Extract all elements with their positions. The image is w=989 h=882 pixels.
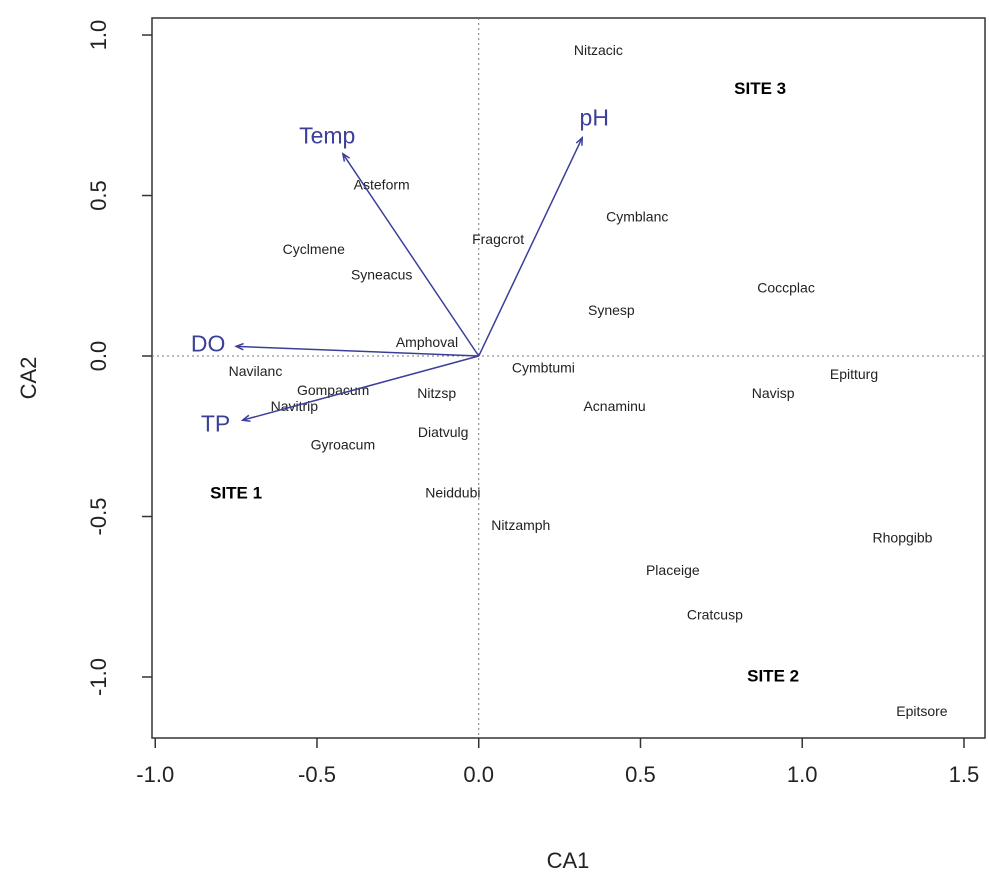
arrow-head	[575, 135, 584, 146]
species-label: Epitsore	[896, 703, 948, 719]
species-label: Cymbtumi	[512, 360, 575, 376]
species-label: Placeige	[646, 562, 700, 578]
species-label: Epitturg	[830, 366, 878, 382]
arrow-head	[240, 414, 251, 423]
species-label: Asteform	[354, 177, 410, 193]
site-label: SITE 2	[747, 666, 799, 685]
species-label: Navisp	[752, 385, 795, 401]
species-label: Coccplac	[757, 279, 815, 295]
species-label: Neiddubi	[425, 485, 480, 501]
x-tick-label: -1.0	[136, 762, 174, 787]
plot-frame	[151, 17, 986, 739]
species-label: Amphoval	[396, 334, 458, 350]
arrow-label: TP	[201, 411, 230, 437]
species-label: Nitzsp	[417, 385, 456, 401]
arrow-label: pH	[580, 105, 609, 131]
species-label: Gyroacum	[311, 437, 376, 453]
y-tick-label: 0.5	[86, 180, 111, 211]
arrow-label: DO	[191, 331, 226, 357]
species-label: Navilanc	[229, 363, 283, 379]
y-tick-label: -0.5	[86, 498, 111, 536]
arrow	[478, 137, 583, 357]
species-label: Cratcusp	[687, 607, 743, 623]
arrow	[242, 355, 479, 421]
species-label: Gompacum	[297, 382, 369, 398]
y-axis-label: CA2	[16, 357, 41, 400]
x-axis-label: CA1	[547, 848, 590, 873]
species-label: Syneacus	[351, 266, 412, 282]
species-label: Cymblanc	[606, 209, 668, 225]
site-label: SITE 1	[210, 484, 262, 503]
species-label: Synesp	[588, 302, 635, 318]
species-label: Nitzacic	[574, 42, 623, 58]
site-label: SITE 3	[734, 79, 786, 98]
x-tick-label: 1.0	[787, 762, 818, 787]
arrow-label: Temp	[299, 122, 355, 148]
x-tick-label: -0.5	[298, 762, 336, 787]
x-tick-label: 0.5	[625, 762, 656, 787]
arrow-head	[341, 152, 350, 162]
species-label: Diatvulg	[418, 424, 469, 440]
arrow	[342, 153, 480, 357]
species-label: Nitzamph	[491, 517, 550, 533]
species-label: Acnaminu	[583, 398, 645, 414]
species-label: Cyclmene	[283, 241, 345, 257]
y-tick-label: 1.0	[86, 20, 111, 51]
species-label: Rhopgibb	[873, 530, 933, 546]
arrow-head	[234, 342, 244, 351]
x-tick-label: 0.0	[463, 762, 494, 787]
x-tick-label: 1.5	[949, 762, 980, 787]
y-tick-label: 0.0	[86, 341, 111, 372]
y-tick-label: -1.0	[86, 658, 111, 696]
species-label: Fragcrot	[472, 231, 524, 247]
arrow	[236, 345, 479, 357]
